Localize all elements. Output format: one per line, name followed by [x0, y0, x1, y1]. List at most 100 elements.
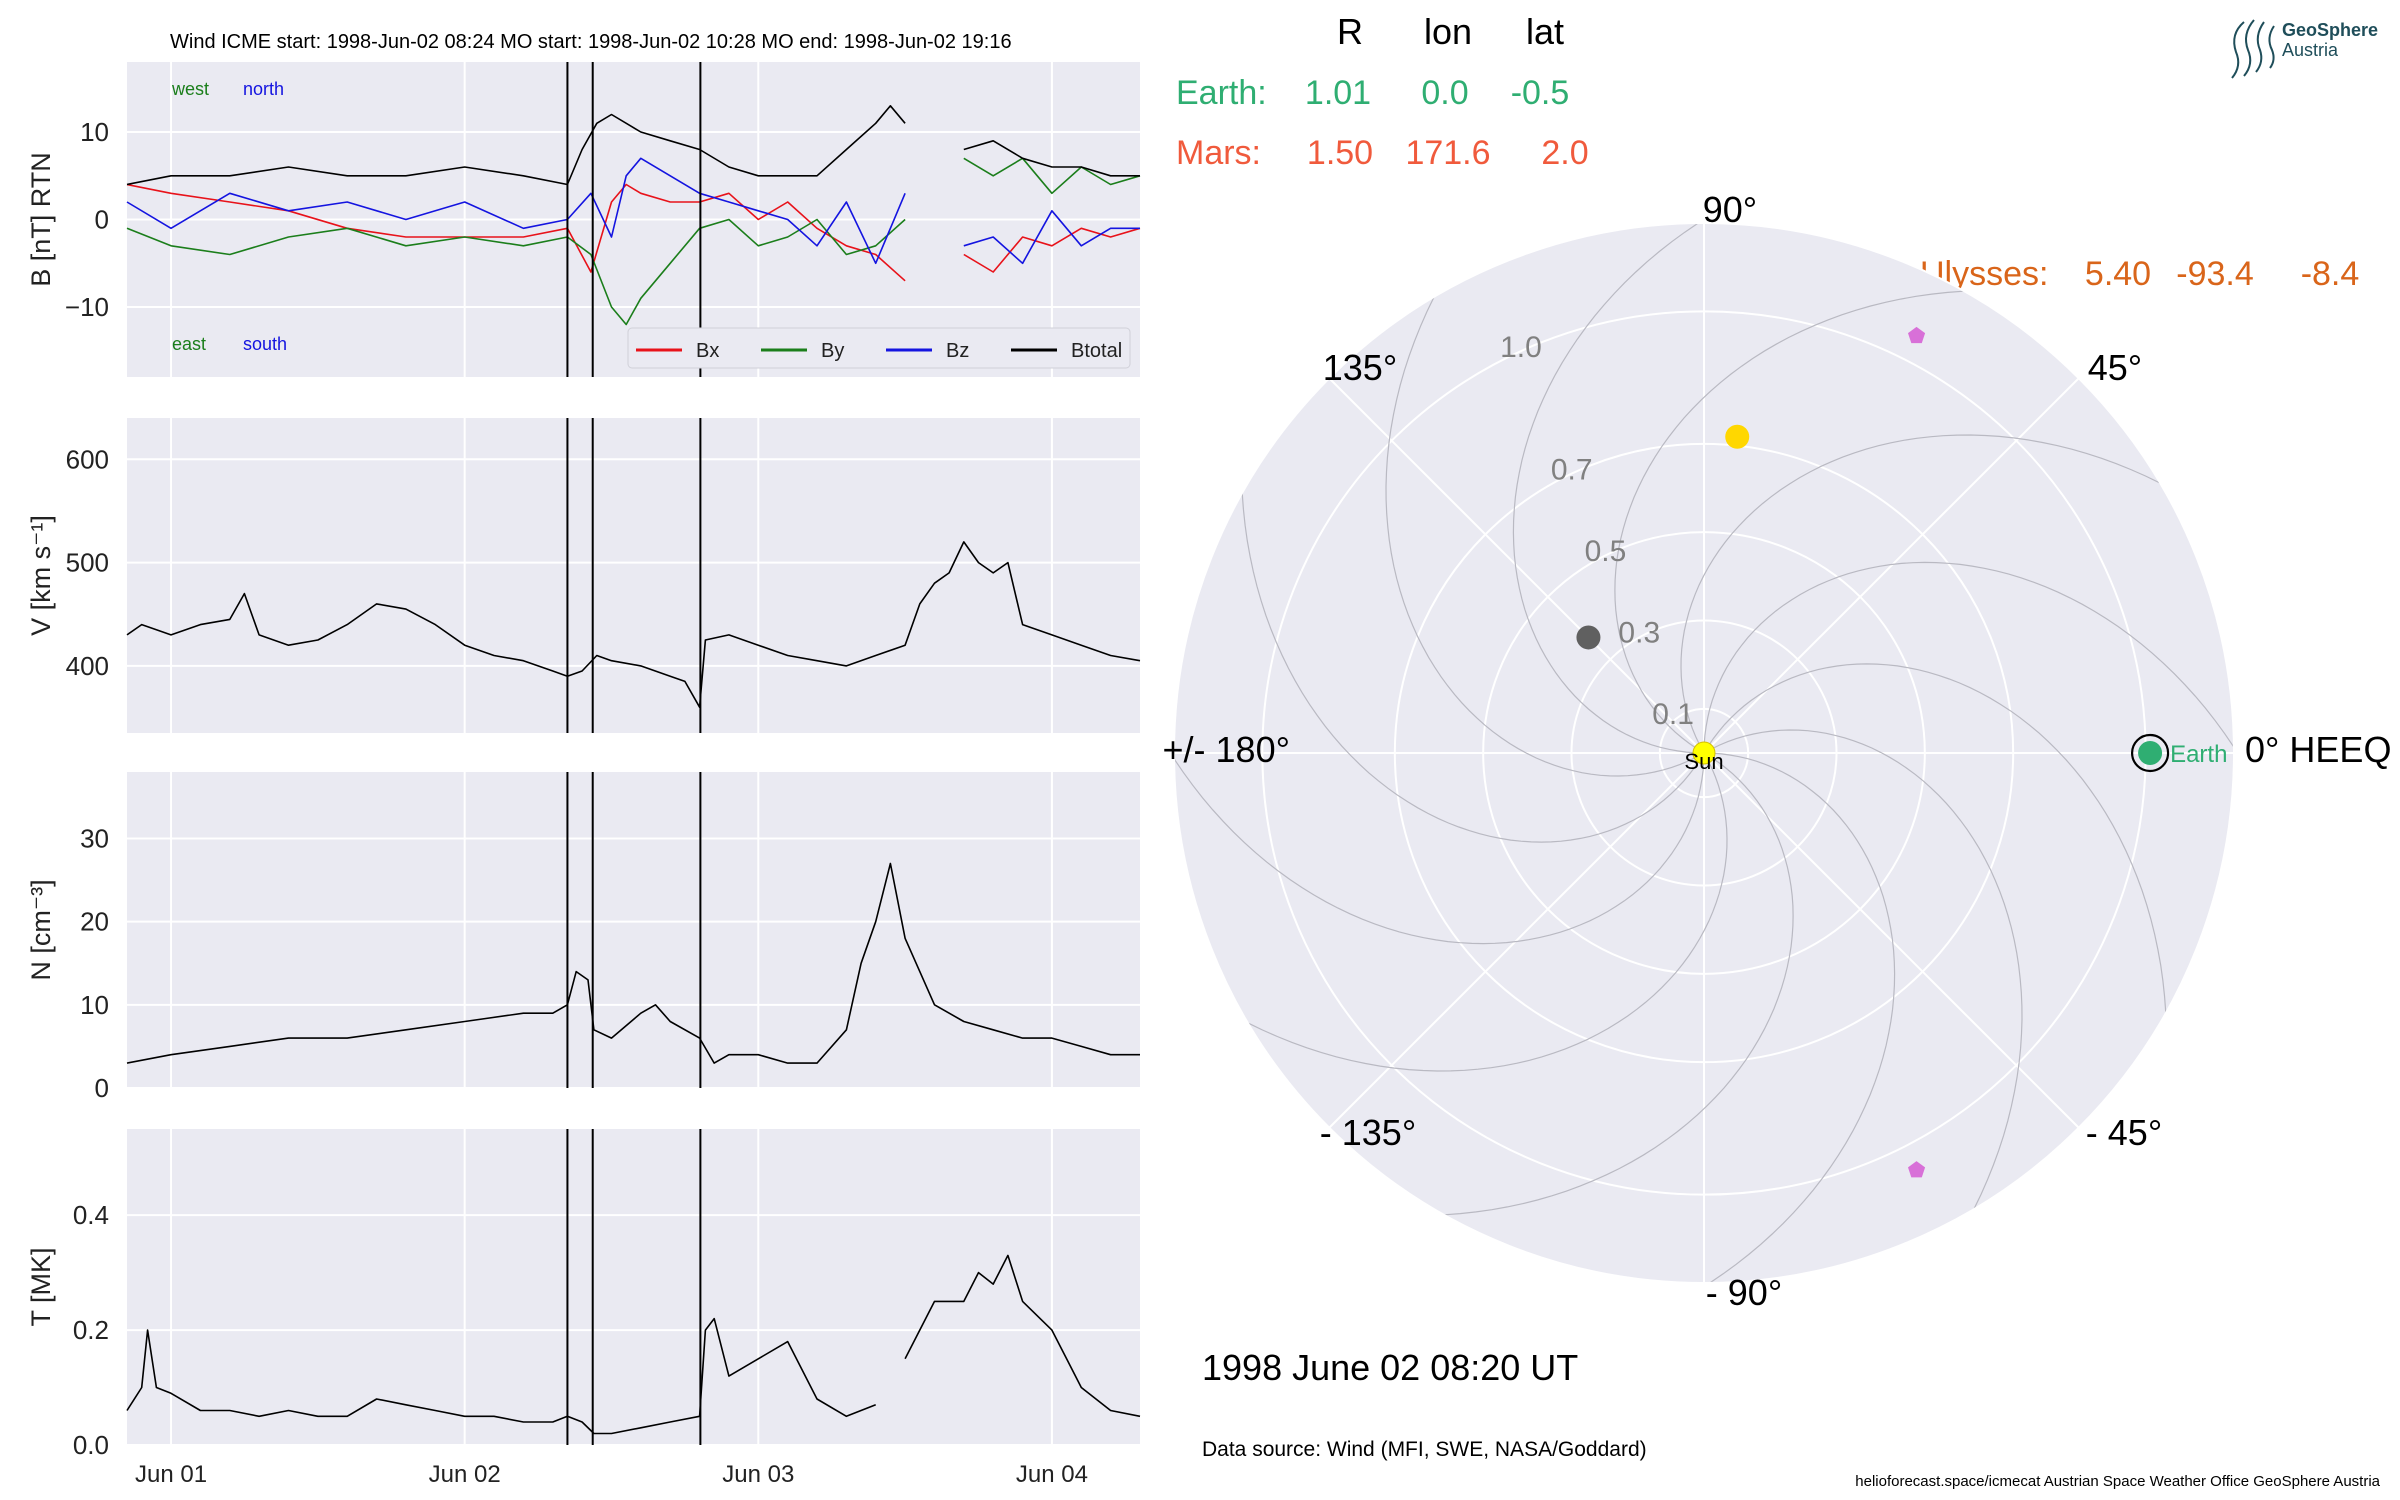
radial-tick-label: 0.1	[1652, 698, 1694, 731]
mars-name: Mars:	[1176, 134, 1261, 172]
legend-box	[627, 327, 1131, 369]
y-axis-label: B [nT] RTN	[26, 152, 56, 287]
polar-outline	[1173, 222, 2235, 1284]
planet-dot-venus	[1725, 424, 1750, 449]
angle-label: 0° HEEQ	[2245, 729, 2391, 770]
earth-ring	[2130, 733, 2170, 773]
logo-swirl-icon	[2231, 19, 2275, 79]
angle-label: - 45°	[2086, 1112, 2162, 1153]
spacecraft-marker	[1908, 326, 1926, 344]
polar-plot: 0.1 0.3 0.5 0.7 1.0 90° 45° 0° HEEQ - 45° - 90° - …	[1163, 189, 2392, 1313]
legend-label: Bx	[696, 340, 719, 362]
angle-label: +/- 180°	[1163, 729, 1290, 770]
ulysses-lat: -8.4	[2301, 255, 2360, 293]
earth-r: 1.01	[1305, 74, 1371, 112]
y-tick-label: 0.2	[73, 1315, 109, 1345]
legend-label: By	[821, 340, 844, 362]
y-tick-label: 20	[80, 907, 109, 937]
parker-spiral-line	[1680, 434, 2161, 754]
table-header-lon: lon	[1424, 11, 1472, 52]
series-line-bz	[126, 157, 1140, 265]
x-tick-label: Jun 04	[1016, 1461, 1088, 1488]
positions-table: R lon lat Earth: 1.01 0.0 -0.5 Mars: 1.5…	[1176, 11, 2359, 293]
legend-label: Btotal	[1071, 340, 1122, 362]
series-line-n	[126, 862, 1140, 1064]
angle-label: - 135°	[1320, 1112, 1416, 1153]
y-tick-label: 500	[66, 548, 109, 578]
table-header-r: R	[1337, 11, 1363, 52]
annotation-west: west	[171, 79, 209, 99]
geosphere-logo: GeoSphere Austria	[2231, 19, 2378, 79]
y-tick-label: 600	[66, 444, 109, 474]
parker-spiral-line	[1703, 663, 2167, 1014]
logo-line2: Austria	[2282, 40, 2339, 60]
parker-spiral-line	[1241, 492, 1705, 843]
y-tick-label: −10	[65, 292, 109, 322]
table-header-lat: lat	[1526, 11, 1564, 52]
table-row-ulysses: Ulysses: 5.40 -93.4 -8.4	[1920, 255, 2359, 293]
parker-spiral-line	[1385, 296, 1705, 777]
panel-background	[127, 1129, 1140, 1445]
legend-label: Bz	[946, 340, 969, 362]
footer-credits: helioforecast.space/icmecat Austrian Spa…	[1855, 1473, 2380, 1490]
table-row-earth: Earth: 1.01 0.0 -0.5	[1176, 74, 1569, 112]
sun-dot	[1692, 741, 1716, 765]
radial-tick-label: 1.0	[1500, 331, 1542, 364]
y-tick-label: 0	[95, 1073, 109, 1103]
annotation-north: north	[243, 79, 284, 99]
series-line-t	[126, 1254, 1141, 1435]
radial-tick-label: 0.5	[1585, 535, 1627, 568]
y-axis-label: N [cm⁻³]	[26, 879, 56, 980]
temperature-panel: 0.4 0.2 0.0 T [MK] Jun 01 Jun 02 Jun 03 Jun 04	[26, 1129, 1141, 1488]
y-tick-label: 30	[80, 824, 109, 854]
angle-label: 90°	[1703, 189, 1757, 230]
ulysses-r: 5.40	[2085, 255, 2151, 293]
planet-dot-mercury	[1576, 625, 1601, 650]
parker-spiral-line	[1703, 752, 1896, 1284]
mars-lon: 171.6	[1405, 134, 1490, 172]
logo-line1: GeoSphere	[2282, 20, 2378, 40]
radial-tick-label: 0.7	[1551, 453, 1593, 486]
parker-spiral-line	[1703, 561, 2235, 754]
series-line-by	[126, 157, 1141, 326]
panel-background	[127, 418, 1140, 733]
mars-r: 1.50	[1307, 134, 1373, 172]
header-title: Wind ICME start: 1998-Jun-02 08:24 MO st…	[170, 31, 1012, 53]
y-tick-label: 10	[80, 117, 109, 147]
earth-lat: -0.5	[1511, 74, 1570, 112]
mars-lat: 2.0	[1541, 134, 1588, 172]
y-tick-label: 0	[95, 205, 109, 235]
angle-label: 135°	[1323, 347, 1397, 388]
parker-spiral-line	[1247, 752, 1728, 1072]
x-tick-label: Jun 03	[722, 1461, 794, 1488]
parker-spiral-line	[1614, 290, 1965, 754]
series-line-btotal	[126, 105, 1140, 186]
timestamp: 1998 June 02 08:20 UT	[1202, 1347, 1578, 1388]
series-line-bx	[126, 183, 1141, 282]
panel-background	[127, 772, 1140, 1088]
data-source: Data source: Wind (MFI, SWE, NASA/Goddar…	[1202, 1438, 1647, 1461]
magnetic-field-panel: 10 0 −10 B [nT] RTN west north east south Bx By Bz…	[26, 62, 1141, 377]
y-axis-label: V [km s⁻¹]	[26, 515, 56, 636]
y-tick-label: 0.4	[73, 1200, 109, 1230]
earth-lon: 0.0	[1421, 74, 1468, 112]
y-tick-label: 400	[66, 651, 109, 681]
legend: Bx By Bz Btotal	[627, 327, 1131, 369]
y-tick-label: 0.0	[73, 1430, 109, 1460]
x-tick-label: Jun 01	[135, 1461, 207, 1488]
parker-spiral-line	[1173, 752, 1705, 945]
spacecraft-marker	[1908, 1161, 1926, 1178]
angle-label: 45°	[2088, 347, 2142, 388]
parker-spiral-line	[1443, 752, 1794, 1216]
y-tick-label: 10	[80, 990, 109, 1020]
annotation-south: south	[243, 334, 287, 354]
sun-label: Sun	[1684, 749, 1723, 774]
speed-panel: 600 500 400 V [km s⁻¹]	[26, 418, 1141, 733]
parker-spiral-line	[1703, 729, 2023, 1210]
annotation-east: east	[172, 334, 206, 354]
series-line-v	[126, 541, 1141, 708]
parker-spiral-line	[1512, 222, 1705, 754]
earth-name: Earth:	[1176, 74, 1267, 112]
angle-label: - 90°	[1706, 1272, 1782, 1313]
